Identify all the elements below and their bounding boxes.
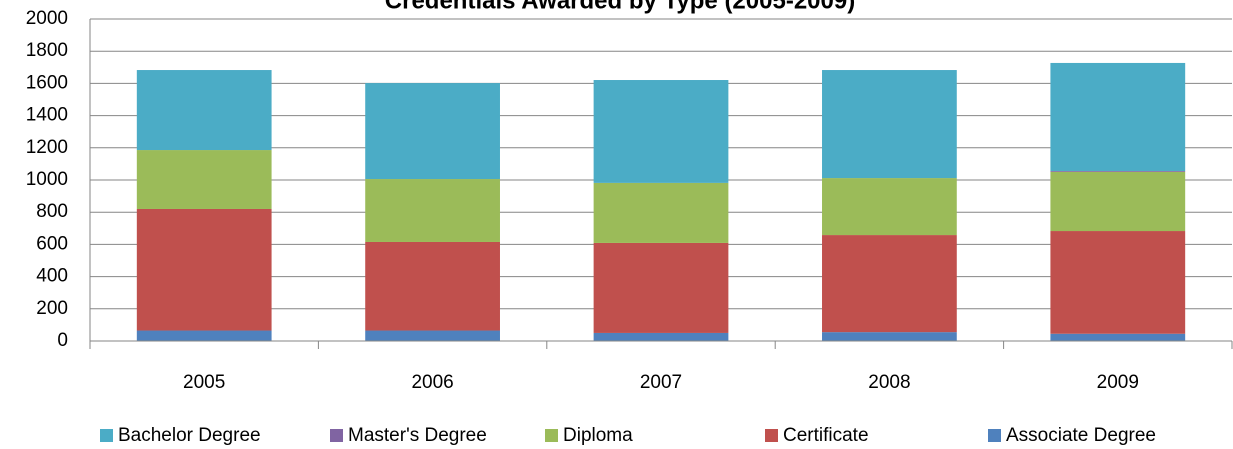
bar-segment <box>365 179 500 242</box>
x-tick-label: 2005 <box>183 372 225 393</box>
y-tick-label: 1000 <box>26 169 68 190</box>
bar-segment <box>822 332 957 341</box>
legend-label: Certificate <box>783 425 869 446</box>
y-tick-label: 1400 <box>26 105 68 126</box>
bar-segment <box>136 70 272 151</box>
legend-label: Associate Degree <box>1006 425 1156 446</box>
bar-segment <box>1050 170 1186 172</box>
bar-segment <box>593 182 729 243</box>
y-tick-label: 1200 <box>26 137 68 158</box>
bar-segment <box>365 241 500 331</box>
y-tick-label: 2000 <box>26 8 68 29</box>
bar-segment <box>822 178 957 236</box>
y-tick-label: 600 <box>36 233 68 254</box>
x-tick-label: 2006 <box>411 372 453 393</box>
bar-segment <box>822 235 957 333</box>
bar-segment <box>136 150 272 209</box>
y-tick-label: 200 <box>36 298 68 319</box>
bar-segment <box>1050 171 1186 232</box>
legend-swatch <box>988 429 1001 442</box>
y-tick-label: 800 <box>36 201 68 222</box>
x-tick-label: 2007 <box>640 372 682 393</box>
bar-segment <box>822 70 957 179</box>
legend-label: Master's Degree <box>348 425 487 446</box>
bar-segment <box>136 330 272 341</box>
legend-swatch <box>100 429 113 442</box>
legend-label: Diploma <box>563 425 633 446</box>
bar-segment <box>136 208 272 331</box>
legend-swatch <box>545 429 558 442</box>
y-tick-label: 1800 <box>26 40 68 61</box>
x-tick-label: 2009 <box>1097 372 1139 393</box>
y-tick-label: 400 <box>36 266 68 287</box>
bar-segment <box>1050 231 1186 334</box>
bar-segment <box>593 242 729 333</box>
y-tick-label: 0 <box>57 330 68 351</box>
chart-title: Credentials Awarded by Type (2005-2009) <box>385 0 855 14</box>
legend-swatch <box>330 429 343 442</box>
legend-swatch <box>765 429 778 442</box>
x-tick-label: 2008 <box>868 372 910 393</box>
bar-segment <box>593 80 729 183</box>
bar-segment <box>593 332 729 341</box>
bar-segment <box>365 330 500 341</box>
bar-segment <box>1050 62 1186 171</box>
legend-label: Bachelor Degree <box>118 425 261 446</box>
bar-segment <box>1050 333 1186 341</box>
bar-segment <box>365 83 500 180</box>
y-tick-label: 1600 <box>26 72 68 93</box>
